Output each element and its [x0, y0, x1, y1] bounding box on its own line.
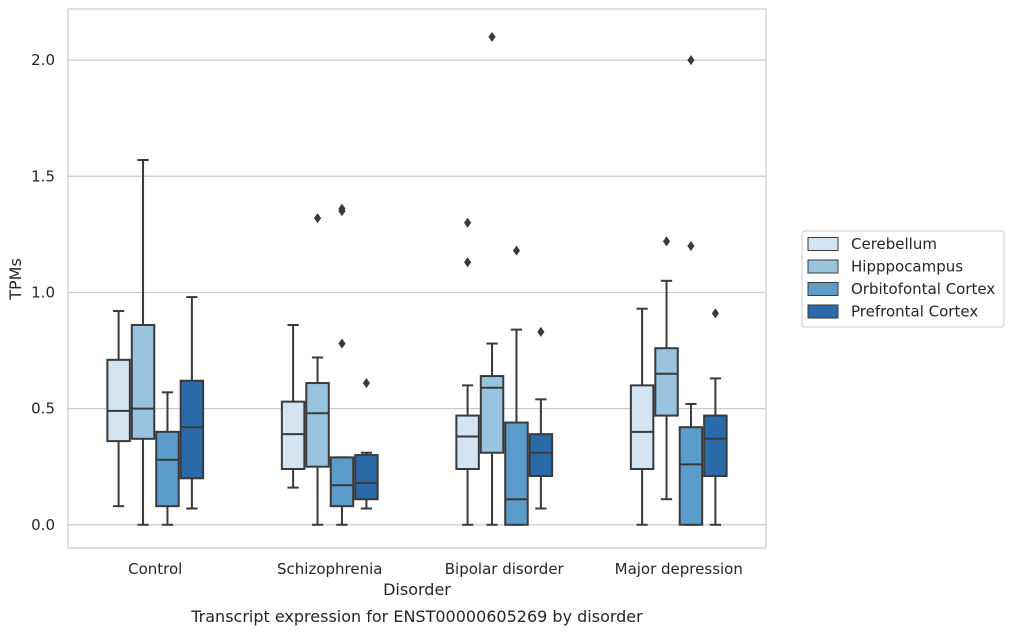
box-cerebellum-control [106, 310, 131, 508]
box-iqr [130, 323, 156, 440]
plot-frame [67, 8, 767, 549]
box-iqr [629, 384, 655, 471]
outlier-point [537, 326, 545, 337]
box-iqr [280, 400, 306, 471]
outlier-point [687, 55, 695, 66]
y-tick-label: 0.0 [31, 516, 55, 534]
box-prefrontal-cortex-bipolar-disorder [528, 326, 554, 510]
x-tick-labels: Control Schizophrenia Bipolar disorder Majo… [128, 560, 743, 578]
outlier-point [464, 217, 472, 228]
box-hipppocampus-schizophrenia [305, 213, 330, 526]
outlier-point [362, 378, 370, 389]
y-tick-label: 0.5 [31, 400, 55, 418]
legend-label: Hipppocampus [851, 258, 963, 276]
y-tick-label: 1.5 [31, 167, 55, 185]
box-iqr [455, 414, 480, 471]
legend-swatch [807, 259, 839, 274]
box-orbitofontal-cortex-major-depression [678, 55, 704, 526]
outlier-point [711, 308, 719, 319]
box-iqr [354, 454, 379, 501]
box-orbitofontal-cortex-schizophrenia [329, 203, 355, 526]
legend-frame [801, 230, 1005, 328]
outlier-point [512, 245, 521, 256]
box-iqr [329, 456, 355, 508]
box-hipppocampus-bipolar-disorder [479, 31, 505, 526]
x-axis-label: Disorder [383, 580, 451, 599]
box-cerebellum-schizophrenia [280, 323, 306, 489]
box-hipppocampus-major-depression [654, 236, 679, 501]
outlier-point [662, 236, 671, 247]
legend-swatch [807, 304, 839, 319]
legend-label: Orbitofontal Cortex [851, 280, 995, 298]
y-tick-labels: 0.0 0.5 1.0 1.5 2.0 [31, 51, 55, 534]
legend-item-prefrontal-cortex: Prefrontal Cortex [807, 303, 978, 321]
legend-item-hipppocampus: Hipppocampus [807, 258, 963, 276]
box-iqr [179, 379, 205, 480]
box-iqr [479, 375, 505, 454]
legend-item-orbitofontal-cortex: Orbitofontal Cortex [807, 280, 995, 298]
y-axis-label: TPMs [6, 258, 25, 301]
box-iqr [305, 382, 330, 468]
x-tick-label: Bipolar disorder [445, 560, 565, 578]
box-iqr [528, 433, 554, 477]
box-prefrontal-cortex-major-depression [703, 308, 728, 526]
x-tick-label: Schizophrenia [277, 560, 382, 578]
box-cerebellum-major-depression [629, 307, 655, 526]
box-orbitofontal-cortex-control [155, 391, 180, 526]
legend-label: Prefrontal Cortex [851, 303, 978, 321]
box-prefrontal-cortex-schizophrenia [354, 378, 379, 510]
box-iqr [155, 430, 180, 508]
outlier-point [687, 240, 695, 251]
box-hipppocampus-control [130, 159, 156, 526]
box-orbitofontal-cortex-bipolar-disorder [504, 245, 529, 526]
x-tick-label: Major depression [615, 560, 743, 578]
legend-item-cerebellum: Cerebellum [807, 235, 937, 253]
box-prefrontal-cortex-control [179, 296, 205, 510]
box-iqr [654, 347, 679, 417]
box-iqr [106, 358, 131, 443]
legend-swatch [807, 237, 839, 251]
legend-label: Cerebellum [851, 235, 937, 253]
box-iqr [504, 421, 529, 526]
y-tick-label: 1.0 [31, 283, 55, 301]
box-iqr [703, 414, 728, 477]
y-tick-label: 2.0 [31, 51, 55, 69]
x-tick-label: Control [128, 560, 182, 578]
outlier-point [464, 257, 472, 268]
outlier-point [313, 213, 322, 224]
box-cerebellum-bipolar-disorder [455, 217, 480, 526]
chart-caption: Transcript expression for ENST0000060526… [190, 607, 643, 626]
outlier-point [338, 203, 346, 214]
box-groups [106, 31, 728, 526]
legend: Cerebellum Hipppocampus Orbitofontal Corte… [801, 230, 1005, 328]
legend-swatch [807, 282, 839, 296]
outlier-point [338, 338, 346, 349]
box-iqr [678, 426, 704, 526]
outlier-point [488, 31, 496, 42]
